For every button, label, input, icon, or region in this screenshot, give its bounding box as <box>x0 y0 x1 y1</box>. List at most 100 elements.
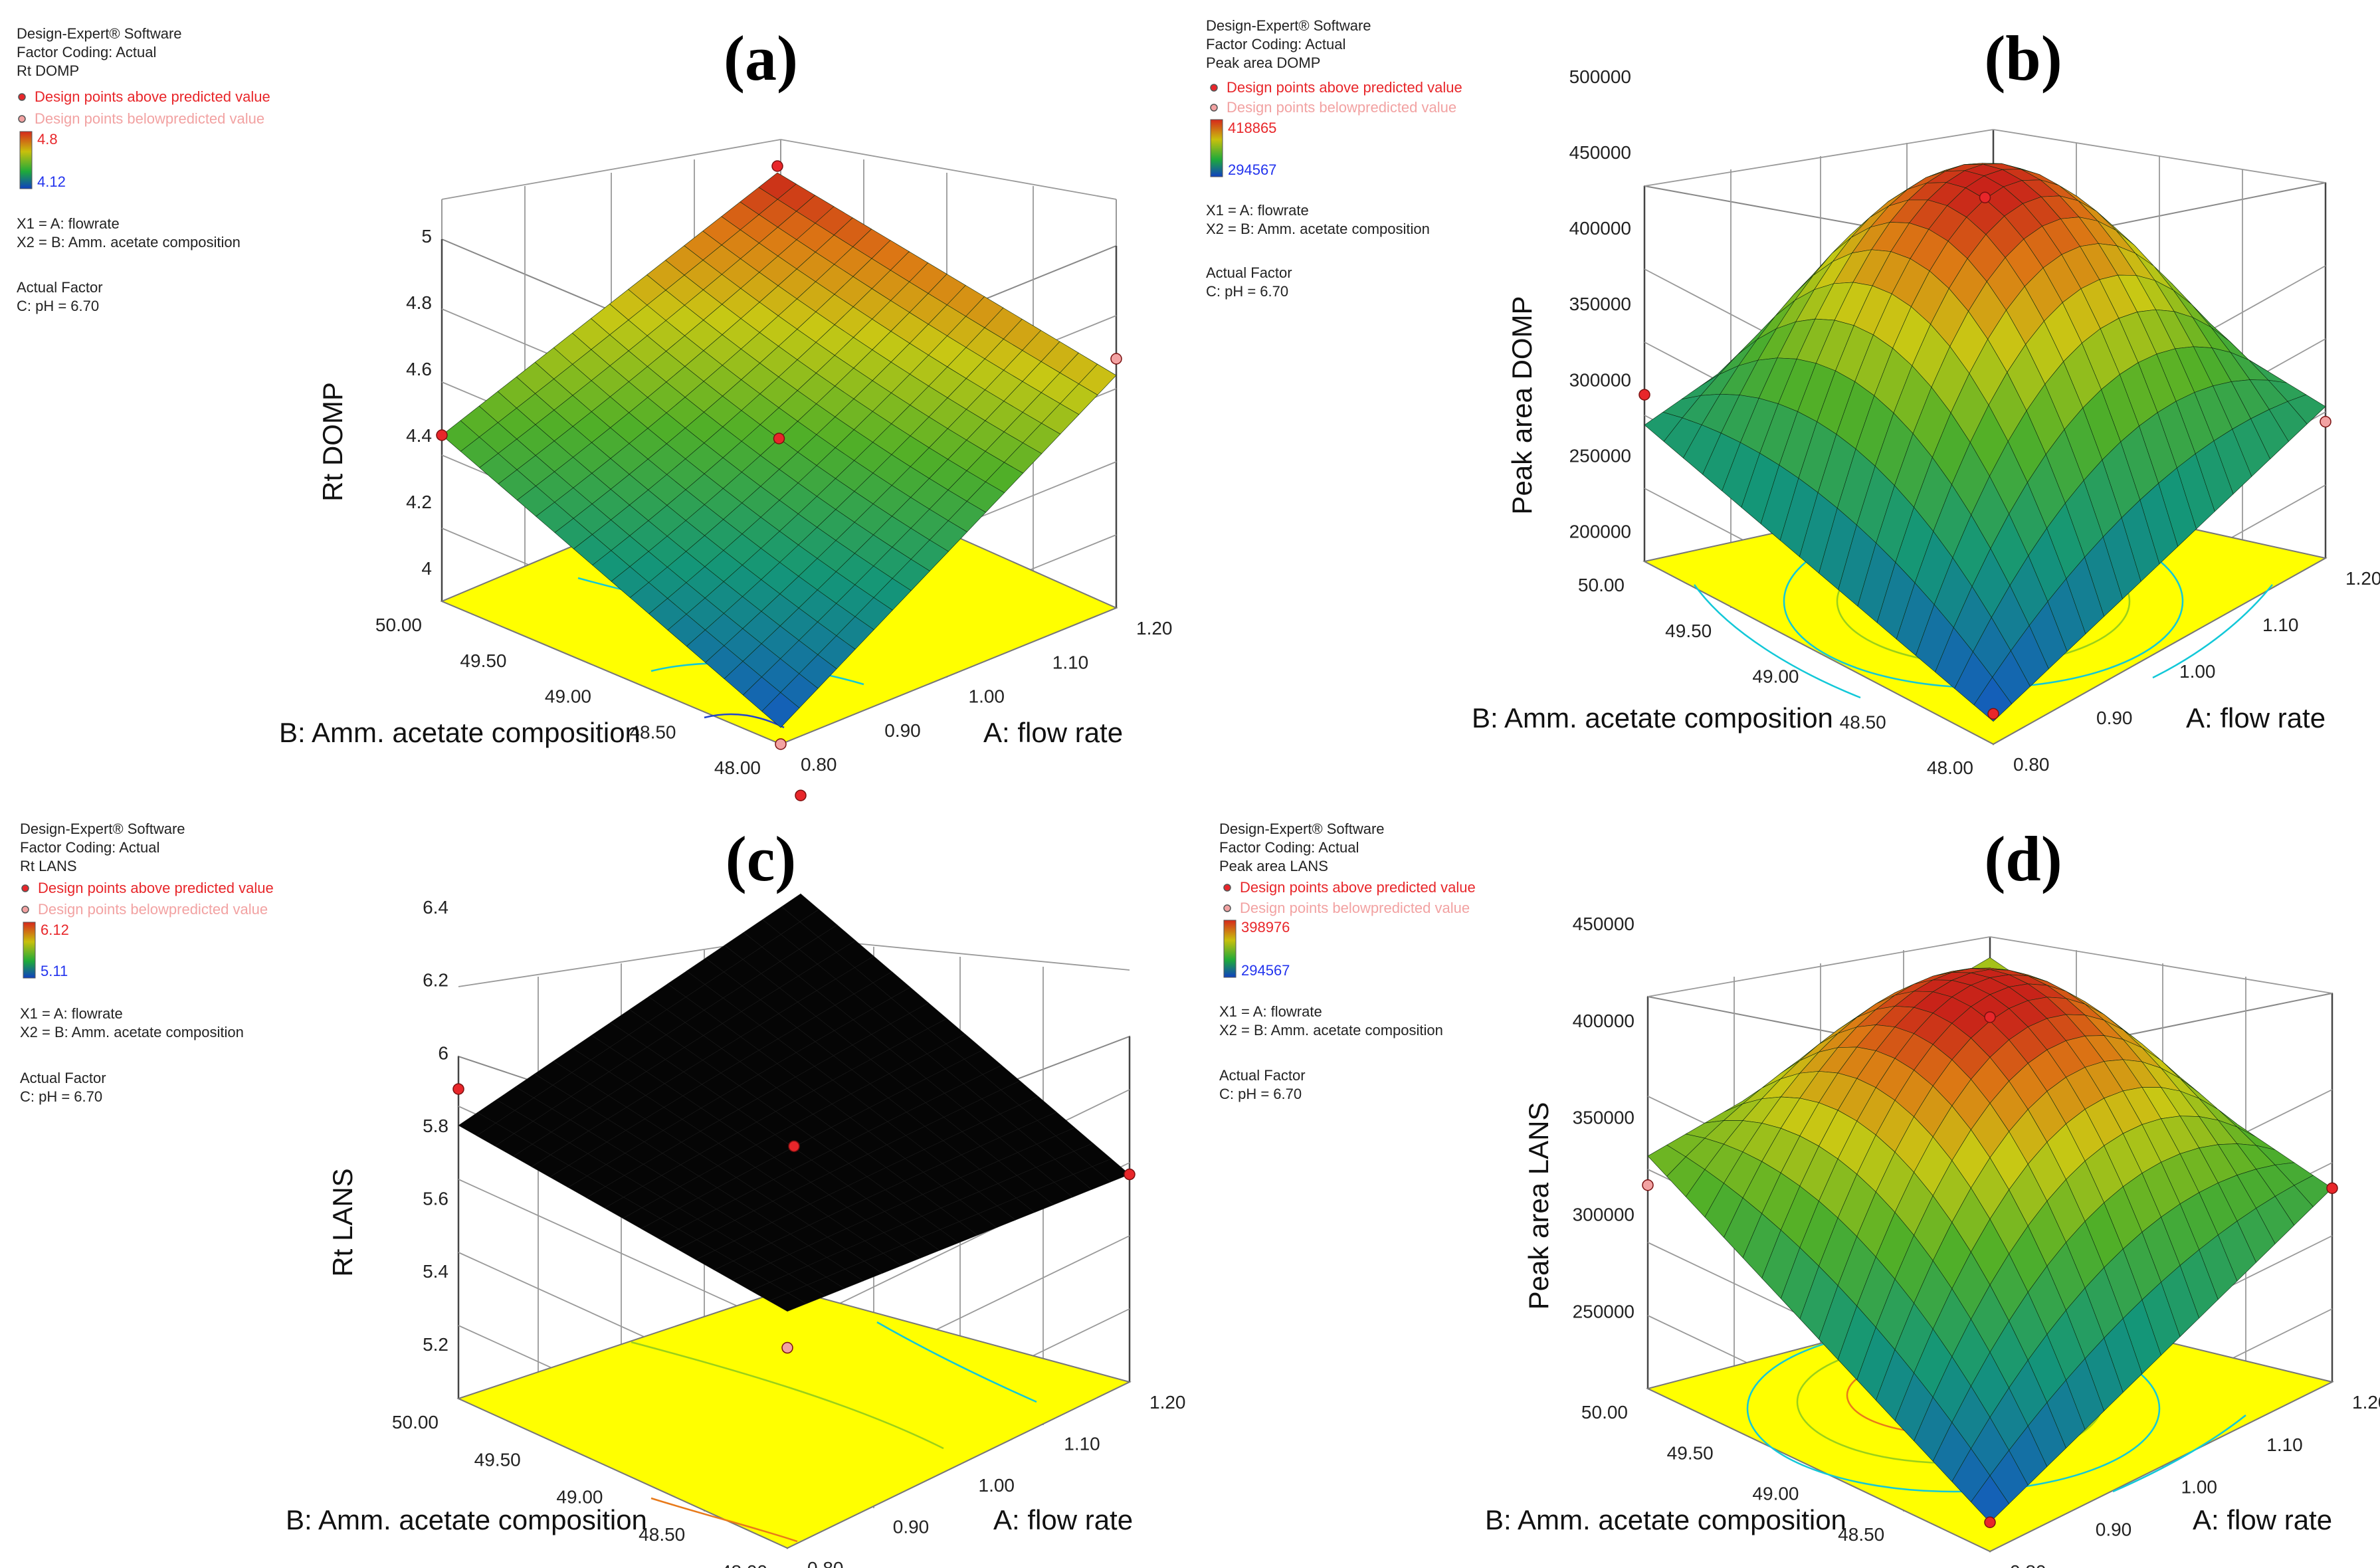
surface <box>1647 957 2333 1523</box>
scale-min-text: 4.12 <box>37 173 66 190</box>
y-axis-title: B: Amm. acetate composition <box>1485 1504 1846 1535</box>
x1-definition-text: X1 = A: flowrate <box>17 215 120 232</box>
response-name-text: Rt DOMP <box>17 62 79 79</box>
b-tick-label: 48.00 <box>1927 757 1973 778</box>
scale-max-text: 4.8 <box>37 131 58 147</box>
software-text: Design-Expert® Software <box>17 25 182 42</box>
legend-below-text: Design points belowpredicted value <box>1240 900 1470 916</box>
panel-a-plot: 5 4.8 4.6 4.4 4.2 4 0.80 0.90 1.00 1.10 1.20 48.0… <box>279 139 1173 778</box>
z-tick-label: 5.8 <box>423 1116 448 1136</box>
b-tick-label: 48.50 <box>629 722 676 742</box>
panel-d-plot: 450000 400000 350000 300000 250000 0.80 0.90 1… <box>1485 914 2380 1568</box>
design-point-above <box>1987 708 1999 720</box>
panel-c-plot: 6.4 6.2 6 5.8 5.6 5.4 5.2 0.80 0.90 1.00 1.10 1.20… <box>286 789 1186 1568</box>
b-tick-label: 49.00 <box>556 1487 603 1508</box>
scale-min-text: 294567 <box>1241 962 1290 979</box>
legend-above-text: Design points above predicted value <box>1227 79 1462 96</box>
scale-max-text: 398976 <box>1241 919 1290 935</box>
z-tick-label: 6.2 <box>423 970 448 991</box>
design-point-below <box>775 738 787 750</box>
surface-patch <box>1973 676 2013 722</box>
panel-c-info: Design-Expert® Software Factor Coding: A… <box>20 821 274 1105</box>
y-axis-title: B: Amm. acetate composition <box>286 1504 647 1535</box>
z-tick-label: 4.8 <box>406 292 432 313</box>
legend-below-marker <box>21 906 29 914</box>
b-ticks: 48.00 48.50 49.00 49.50 50.00 <box>1581 1402 1970 1568</box>
design-point-below <box>781 1341 793 1354</box>
factor-coding-text: Factor Coding: Actual <box>1219 839 1359 856</box>
color-scale-bar <box>23 922 36 979</box>
b-tick-label: 48.50 <box>1838 1524 1884 1545</box>
floor-contours <box>631 1321 1037 1543</box>
b-tick-label: 50.00 <box>1581 1402 1628 1422</box>
design-point-above <box>436 429 448 441</box>
legend-above-marker <box>1223 884 1231 892</box>
b-tick-label: 50.00 <box>375 615 422 635</box>
a-tick-label: 1.20 <box>2345 568 2380 589</box>
z-tick-label: 250000 <box>1569 445 1631 466</box>
a-ticks: 0.80 0.90 1.00 1.10 1.20 <box>807 1392 1186 1568</box>
design-point-above <box>1984 1516 1996 1528</box>
x2-definition-text: X2 = B: Amm. acetate composition <box>1219 1022 1443 1038</box>
legend-below-marker <box>1210 104 1218 112</box>
b-tick-label: 48.50 <box>639 1524 685 1545</box>
ph-text: C: pH = 6.70 <box>1206 283 1288 300</box>
scale-max-text: 418865 <box>1228 120 1276 136</box>
a-tick-label: 0.80 <box>2013 754 2050 775</box>
legend-above-text: Design points above predicted value <box>35 88 270 105</box>
b-ticks: 48.00 48.50 49.00 49.50 50.00 <box>375 615 761 778</box>
x-axis-title: A: flow rate <box>2193 1504 2332 1535</box>
z-tick-label: 350000 <box>1573 1108 1635 1128</box>
design-point-above <box>1984 1011 1996 1023</box>
z-tick-label: 5.6 <box>423 1189 448 1209</box>
a-tick-label: 1.00 <box>2181 1477 2218 1498</box>
scale-min-text: 294567 <box>1228 161 1276 178</box>
z-axis-title: Rt DOMP <box>317 382 348 502</box>
panel-b-plot: 500000 450000 400000 350000 300000 250000 2000… <box>1472 66 2380 778</box>
legend-below-text: Design points belowpredicted value <box>1227 99 1456 116</box>
z-axis-title: Rt LANS <box>327 1168 358 1276</box>
design-points <box>1642 1011 2338 1528</box>
a-tick-label: 1.00 <box>2179 661 2216 682</box>
a-tick-label: 0.80 <box>2010 1561 2046 1568</box>
panel-label: (a) <box>724 23 798 94</box>
a-ticks: 0.80 0.90 1.00 1.10 1.20 <box>2013 568 2380 775</box>
x1-definition-text: X1 = A: flowrate <box>20 1005 123 1022</box>
legend-above-marker <box>18 93 26 101</box>
z-tick-label: 4.6 <box>406 359 432 379</box>
z-tick-label: 5 <box>421 226 432 246</box>
a-tick-label: 0.90 <box>884 720 921 741</box>
z-ticks: 6.4 6.2 6 5.8 5.6 5.4 5.2 <box>423 897 448 1355</box>
a-tick-label: 1.10 <box>2262 615 2299 635</box>
y-axis-title: B: Amm. acetate composition <box>1472 702 1833 734</box>
legend-below-marker <box>18 115 26 123</box>
color-scale-bar <box>1223 920 1237 978</box>
a-tick-label: 0.90 <box>2096 708 2133 728</box>
scale-min-text: 5.11 <box>41 963 68 979</box>
b-ticks: 48.00 48.50 49.00 49.50 50.00 <box>1578 575 1973 778</box>
design-point-below <box>2320 415 2331 428</box>
a-tick-label: 1.10 <box>2266 1434 2303 1455</box>
b-ticks: 48.00 48.50 49.00 49.50 50.00 <box>392 1412 767 1568</box>
x2-definition-text: X2 = B: Amm. acetate composition <box>20 1024 244 1040</box>
legend-above-marker <box>1210 84 1218 92</box>
surface-patch <box>1971 1475 2010 1523</box>
legend-below-text: Design points belowpredicted value <box>35 110 264 127</box>
legend-below-marker <box>1223 904 1231 912</box>
b-tick-label: 49.50 <box>474 1449 521 1470</box>
panel-d-info: Design-Expert® Software Factor Coding: A… <box>1219 821 1476 1102</box>
design-points <box>436 160 1122 750</box>
actual-factor-text: Actual Factor <box>20 1070 106 1086</box>
z-tick-label: 5.2 <box>423 1334 448 1355</box>
design-points <box>452 789 1136 1354</box>
design-point-above <box>795 789 807 801</box>
z-tick-label: 4.4 <box>406 425 432 446</box>
design-point-above <box>771 160 783 172</box>
a-tick-label: 1.20 <box>1149 1392 1186 1413</box>
z-ticks: 500000 450000 400000 350000 300000 250000 2000… <box>1569 66 1631 541</box>
software-text: Design-Expert® Software <box>1219 821 1385 837</box>
z-tick-label: 5.4 <box>423 1261 448 1282</box>
a-tick-label: 0.80 <box>807 1558 844 1568</box>
a-tick-label: 1.20 <box>1136 618 1173 638</box>
